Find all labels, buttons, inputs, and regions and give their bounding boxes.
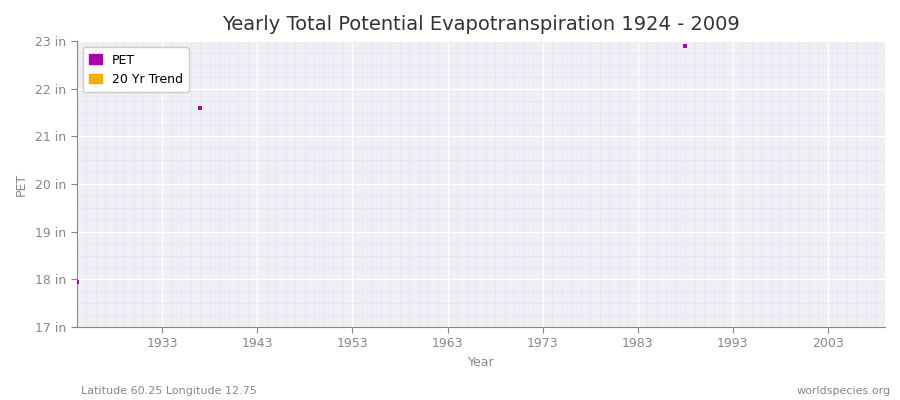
Text: Latitude 60.25 Longitude 12.75: Latitude 60.25 Longitude 12.75 <box>81 386 256 396</box>
Y-axis label: PET: PET <box>15 172 28 196</box>
Legend: PET, 20 Yr Trend: PET, 20 Yr Trend <box>83 47 189 92</box>
Text: worldspecies.org: worldspecies.org <box>796 386 891 396</box>
Title: Yearly Total Potential Evapotranspiration 1924 - 2009: Yearly Total Potential Evapotranspiratio… <box>222 15 740 34</box>
Point <box>193 105 207 111</box>
Point <box>678 43 692 49</box>
X-axis label: Year: Year <box>467 356 494 369</box>
Point <box>69 278 84 285</box>
